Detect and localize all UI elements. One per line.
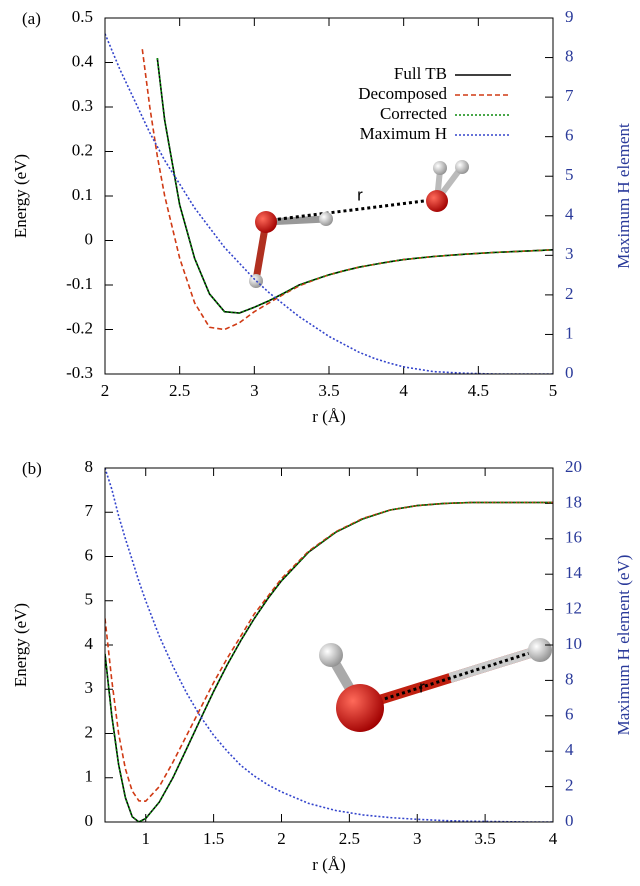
plot-frame — [104, 17, 554, 375]
y2-tick-label: 1 — [565, 323, 574, 342]
plot-area — [105, 33, 553, 374]
y-tick-label: 8 — [85, 457, 94, 476]
y-tick-label: 4 — [85, 634, 94, 653]
y-tick-label: -0.2 — [66, 318, 93, 337]
series-line — [105, 501, 553, 803]
y-tick-label: 1 — [85, 767, 94, 786]
y-axis-label: Energy (eV) — [11, 603, 30, 687]
molecule-a — [249, 160, 469, 288]
y-tick-label: 0 — [85, 811, 94, 830]
y2-tick-label: 0 — [565, 811, 574, 830]
legend-label: Corrected — [380, 104, 448, 123]
x-tick-label: 4 — [399, 381, 408, 400]
y2-tick-label: 2 — [565, 284, 574, 303]
x-tick-label: 2.5 — [169, 381, 190, 400]
y2-tick-label: 12 — [565, 599, 582, 618]
x-tick-label: 2 — [101, 381, 110, 400]
y2-tick-label: 5 — [565, 165, 574, 184]
series-line — [156, 58, 553, 314]
y-tick-label: 0.3 — [72, 96, 93, 115]
y2-tick-label: 9 — [565, 7, 574, 26]
y2-axis-label: Maximum H element — [614, 123, 633, 269]
x-tick-label: 2 — [277, 829, 286, 848]
y2-tick-label: 6 — [565, 126, 574, 145]
series-line — [105, 468, 553, 822]
legend-label: Full TB — [394, 64, 447, 83]
y-tick-label: 5 — [85, 590, 94, 609]
y-tick-label: 3 — [85, 678, 94, 697]
y2-tick-label: 2 — [565, 776, 574, 795]
y2-tick-label: 18 — [565, 492, 582, 511]
series-line — [156, 58, 553, 314]
x-tick-label: 1.5 — [203, 829, 224, 848]
annotation: r — [357, 185, 363, 204]
y-axis-label: Energy (eV) — [11, 154, 30, 238]
panel-label: (b) — [22, 459, 42, 478]
annotation: r — [419, 677, 425, 696]
y-tick-label: -0.1 — [66, 274, 93, 293]
x-tick-label: 4 — [549, 829, 558, 848]
y2-tick-label: 20 — [565, 457, 582, 476]
x-tick-label: 3.5 — [474, 829, 495, 848]
y2-tick-label: 3 — [565, 244, 574, 263]
y2-tick-label: 10 — [565, 634, 582, 653]
series-line — [105, 33, 553, 374]
x-tick-label: 4.5 — [468, 381, 489, 400]
y2-tick-label: 14 — [565, 563, 583, 582]
y2-tick-label: 6 — [565, 705, 574, 724]
legend-label: Maximum H — [360, 124, 447, 143]
y-tick-label: 0.1 — [72, 185, 93, 204]
legend-label: Decomposed — [358, 84, 447, 103]
y2-tick-label: 8 — [565, 669, 574, 688]
x-axis-label: r (Å) — [312, 407, 346, 426]
x-tick-label: 2.5 — [339, 829, 360, 848]
y-tick-label: 0.4 — [72, 51, 94, 70]
y2-tick-label: 16 — [565, 528, 582, 547]
y-tick-label: 7 — [85, 501, 94, 520]
y2-tick-label: 8 — [565, 46, 574, 65]
plot-frame — [104, 467, 554, 823]
y-tick-label: -0.3 — [66, 363, 93, 382]
x-tick-label: 5 — [549, 381, 558, 400]
y2-tick-label: 4 — [565, 205, 574, 224]
y2-tick-label: 0 — [565, 363, 574, 382]
panel-label: (a) — [22, 9, 41, 28]
y2-tick-label: 4 — [565, 740, 574, 759]
x-tick-label: 3 — [413, 829, 422, 848]
series-line — [105, 501, 553, 822]
molecule-b — [319, 638, 552, 732]
y2-axis-label: Maximum H element (eV) — [614, 555, 633, 736]
y-tick-label: 2 — [85, 722, 94, 741]
x-axis-label: r (Å) — [312, 855, 346, 874]
y-tick-label: 0.2 — [72, 140, 93, 159]
y2-tick-label: 7 — [565, 86, 574, 105]
x-tick-label: 3 — [250, 381, 259, 400]
y-tick-label: 0 — [85, 229, 94, 248]
x-tick-label: 3.5 — [318, 381, 339, 400]
y-tick-label: 0.5 — [72, 7, 93, 26]
series-line — [141, 49, 553, 331]
plot-area — [105, 468, 553, 822]
x-tick-label: 1 — [141, 829, 150, 848]
y-tick-label: 6 — [85, 545, 94, 564]
